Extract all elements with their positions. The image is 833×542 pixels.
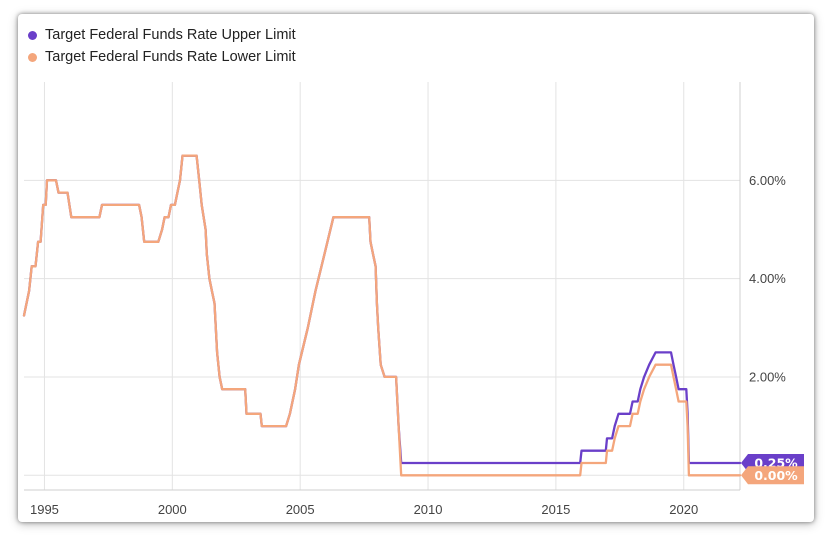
end-labels: 0.25%0.00% — [741, 453, 804, 485]
x-tick-label: 2005 — [286, 502, 315, 517]
x-tick-label: 2015 — [541, 502, 570, 517]
legend-dot-icon — [28, 30, 37, 40]
y-axis-ticks: 2.00% 4.00% 6.00% — [749, 173, 786, 385]
legend: Target Federal Funds Rate Upper Limit Ta… — [28, 24, 296, 68]
legend-item-upper[interactable]: Target Federal Funds Rate Upper Limit — [28, 24, 296, 46]
series-line-1 — [22, 154, 742, 477]
y-tick-label: 2.00% — [749, 369, 786, 384]
legend-label: Target Federal Funds Rate Lower Limit — [45, 49, 296, 65]
line-chart: 1995 2000 2005 2010 2015 2020 2.00% 4.00% 6.00%… — [22, 82, 804, 517]
end-label-text-1: 0.00% — [754, 468, 798, 483]
x-tick-label: 1995 — [30, 502, 59, 517]
y-tick-label: 4.00% — [749, 271, 786, 286]
chart-card: Target Federal Funds Rate Upper Limit Ta… — [18, 14, 814, 522]
x-tick-label: 2020 — [669, 502, 698, 517]
legend-label: Target Federal Funds Rate Upper Limit — [45, 27, 296, 43]
x-axis-ticks: 1995 2000 2005 2010 2015 2020 — [30, 502, 698, 517]
grid — [24, 82, 741, 491]
legend-dot-icon — [28, 52, 37, 62]
end-label-tag-1 — [741, 466, 804, 485]
series-lines — [22, 154, 742, 477]
x-tick-label: 2010 — [414, 502, 443, 517]
legend-item-lower[interactable]: Target Federal Funds Rate Lower Limit — [28, 46, 296, 68]
y-tick-label: 6.00% — [749, 173, 786, 188]
x-tick-label: 2000 — [158, 502, 187, 517]
